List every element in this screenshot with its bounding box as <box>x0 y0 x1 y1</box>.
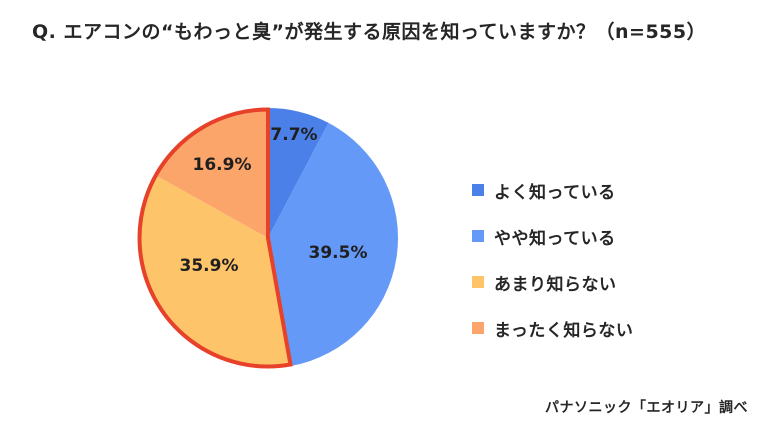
legend-swatch <box>472 230 484 242</box>
pie-slice <box>138 174 291 368</box>
legend-item: あまり知らない <box>472 259 633 305</box>
legend-label: あまり知らない <box>494 274 617 295</box>
slice-label: 35.9% <box>180 256 239 276</box>
legend-swatch <box>472 184 484 196</box>
legend-label: まったく知らない <box>494 320 634 341</box>
legend-swatch <box>472 322 484 334</box>
legend-label: よく知っている <box>494 182 616 203</box>
source-note: パナソニック「エオリア」調べ <box>545 400 748 416</box>
legend-item: やや知っている <box>472 213 633 259</box>
highlight-outline <box>137 107 293 369</box>
slice-label: 16.9% <box>193 155 252 175</box>
legend-swatch <box>472 276 484 288</box>
legend: よく知っている やや知っている あまり知らない まったく知らない <box>472 167 633 351</box>
legend-item: まったく知らない <box>472 305 633 351</box>
chart-title: Q. エアコンの“もわっと臭”が発生する原因を知っていますか？（n=555） <box>32 21 707 43</box>
legend-item: よく知っている <box>472 167 633 213</box>
slice-label: 7.7% <box>270 125 317 145</box>
pie-slice <box>268 122 398 366</box>
slice-label: 39.5% <box>309 243 368 263</box>
pie-slice <box>268 108 329 238</box>
legend-label: やや知っている <box>494 228 616 249</box>
